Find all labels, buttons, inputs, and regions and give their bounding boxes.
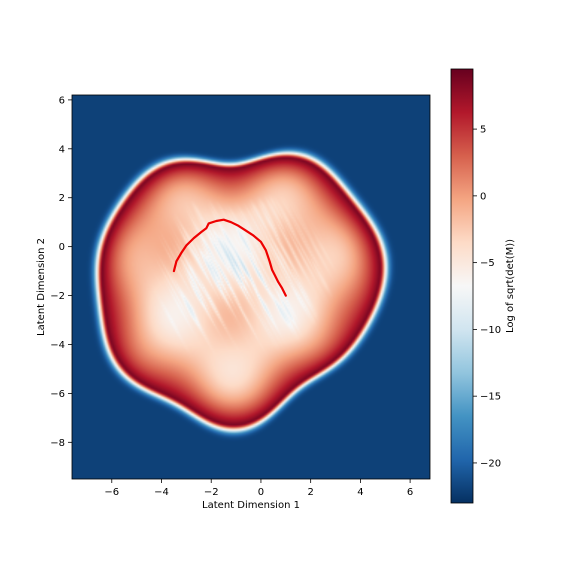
y-tick-label: 6 — [59, 95, 65, 106]
x-tick-label: 4 — [357, 487, 363, 498]
y-tick-label: 4 — [59, 144, 65, 155]
colorbar — [450, 68, 474, 504]
heatmap — [72, 95, 430, 479]
x-tick-label: 0 — [258, 487, 264, 498]
x-tick-label: −4 — [154, 487, 169, 498]
y-tick-label: 0 — [59, 242, 65, 253]
x-tick-label: −2 — [204, 487, 219, 498]
x-axis-label: Latent Dimension 1 — [202, 500, 300, 511]
colorbar-tick-label: −20 — [480, 458, 501, 469]
y-tick-label: −8 — [50, 438, 65, 449]
y-axis-label: Latent Dimension 2 — [36, 238, 47, 336]
x-axis: −6 −4 −2 0 2 4 6 — [104, 479, 413, 498]
colorbar-tick-label: −5 — [480, 258, 495, 269]
y-tick-label: −4 — [50, 340, 65, 351]
colorbar-tick-label: 0 — [480, 191, 486, 202]
y-axis: −8 −6 −4 −2 0 2 4 6 — [50, 95, 72, 449]
y-tick-label: −6 — [50, 389, 65, 400]
y-tick-label: 2 — [59, 193, 65, 204]
x-tick-label: 6 — [407, 487, 413, 498]
colorbar-tick-label: −15 — [480, 392, 501, 403]
colorbar-label: Log of sqrt(det(M)) — [505, 239, 516, 333]
colorbar-axis: 5 0 −5 −10 −15 −20 — [473, 125, 501, 469]
trajectory-curve — [172, 218, 287, 297]
plot-frame — [71, 94, 431, 480]
heatmap-image — [72, 95, 430, 479]
x-tick-label: −6 — [104, 487, 119, 498]
colorbar-tick-label: 5 — [480, 125, 486, 136]
x-tick-label: 2 — [307, 487, 313, 498]
colorbar-tick-label: −10 — [480, 325, 501, 336]
y-tick-label: −2 — [50, 291, 65, 302]
